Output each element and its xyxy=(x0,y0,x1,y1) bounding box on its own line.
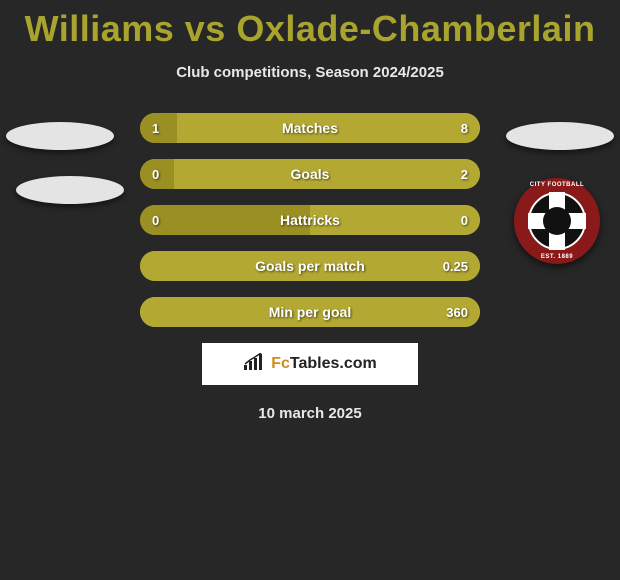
stat-row: 1 Matches 8 xyxy=(140,113,480,143)
stat-right-value: 0.25 xyxy=(443,251,468,281)
stat-right-value: 2 xyxy=(461,159,468,189)
stat-label: Goals xyxy=(140,159,480,189)
page-title: Williams vs Oxlade-Chamberlain xyxy=(0,0,620,50)
stats-container: 1 Matches 8 0 Goals 2 0 Hattricks 0 Goal… xyxy=(0,113,620,327)
stat-right-value: 8 xyxy=(461,113,468,143)
subtitle: Club competitions, Season 2024/2025 xyxy=(0,64,620,81)
stat-right-value: 0 xyxy=(461,205,468,235)
branding-text: FcTables.com xyxy=(271,355,377,373)
chart-icon xyxy=(243,353,265,376)
stat-row: Min per goal 360 xyxy=(140,297,480,327)
stat-row: 0 Hattricks 0 xyxy=(140,205,480,235)
stat-row: 0 Goals 2 xyxy=(140,159,480,189)
stat-label: Hattricks xyxy=(140,205,480,235)
branding-suffix: Tables.com xyxy=(290,355,377,372)
stat-label: Goals per match xyxy=(140,251,480,281)
branding-prefix: Fc xyxy=(271,355,290,372)
branding-box: FcTables.com xyxy=(202,343,418,385)
date-text: 10 march 2025 xyxy=(0,405,620,422)
stat-label: Min per goal xyxy=(140,297,480,327)
stat-right-value: 360 xyxy=(446,297,468,327)
stat-label: Matches xyxy=(140,113,480,143)
stat-row: Goals per match 0.25 xyxy=(140,251,480,281)
